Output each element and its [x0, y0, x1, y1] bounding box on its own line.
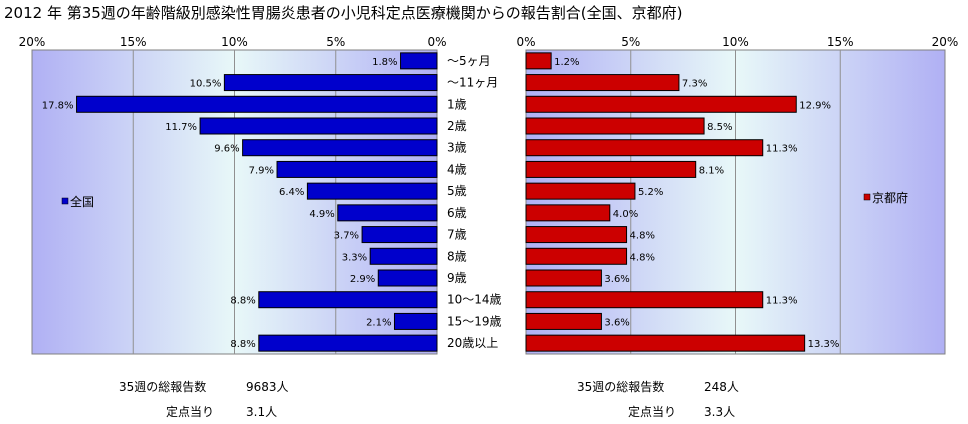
- right-bar: [525, 95, 797, 113]
- category-label: 2歳: [447, 119, 467, 133]
- left-bar-label: 8.8%: [230, 296, 255, 307]
- category-label: 6歳: [447, 206, 467, 220]
- right-bar-label: 8.5%: [707, 122, 732, 133]
- right-per-value: 3.3人: [704, 405, 736, 419]
- left-bar: [393, 312, 438, 330]
- right-bar-label: 11.3%: [766, 296, 798, 307]
- left-bar-label: 1.8%: [372, 57, 397, 68]
- left-bar: [361, 226, 438, 244]
- left-x-tick-label: 10%: [221, 35, 248, 49]
- left-bar-label: 3.7%: [334, 231, 359, 242]
- category-label: ～11ヶ月: [447, 76, 498, 90]
- right-bar-label: 3.6%: [604, 317, 629, 328]
- right-bar: [525, 226, 628, 244]
- right-bar: [525, 182, 636, 200]
- left-bar: [306, 182, 438, 200]
- right-bar-label: 13.3%: [808, 339, 840, 350]
- right-bar: [525, 291, 764, 309]
- right-bar-label: 4.8%: [630, 231, 655, 242]
- right-bar-label: 5.2%: [638, 187, 663, 198]
- category-label: 20歳以上: [447, 336, 498, 350]
- left-bar-label: 17.8%: [42, 100, 74, 111]
- left-x-tick-label: 5%: [326, 35, 345, 49]
- left-bar: [199, 117, 438, 135]
- left-bar-label: 2.1%: [366, 317, 391, 328]
- left-per-value: 3.1人: [246, 405, 278, 419]
- left-bar: [369, 247, 438, 265]
- right-bar-label: 4.8%: [630, 252, 655, 263]
- right-x-tick-label: 15%: [827, 35, 854, 49]
- left-bar: [377, 269, 438, 287]
- left-bar-label: 4.9%: [309, 209, 334, 220]
- right-bar-label: 1.2%: [554, 57, 579, 68]
- right-bar: [525, 74, 680, 92]
- right-bar-label: 11.3%: [766, 144, 798, 155]
- category-label: 10～14歳: [447, 293, 502, 307]
- left-bar-label: 9.6%: [214, 144, 239, 155]
- legend-label-right: 京都府: [872, 190, 908, 205]
- category-label: 5歳: [447, 184, 467, 198]
- left-bar: [258, 291, 438, 309]
- left-bar: [242, 139, 438, 157]
- right-bar: [525, 269, 602, 287]
- category-label: 7歳: [447, 228, 467, 242]
- category-label: ～5ヶ月: [447, 54, 491, 68]
- right-bar: [525, 117, 705, 135]
- right-total-value: 248人: [704, 380, 739, 394]
- left-x-tick-label: 0%: [427, 35, 446, 49]
- right-bar: [525, 52, 552, 70]
- right-bar: [525, 312, 602, 330]
- left-bar-label: 8.8%: [230, 339, 255, 350]
- legend-swatch-right: [863, 193, 871, 201]
- right-x-tick-label: 10%: [722, 35, 749, 49]
- category-label: 8歳: [447, 249, 467, 263]
- category-label: 1歳: [447, 97, 467, 111]
- right-total-label: 35週の総報告数: [577, 380, 665, 394]
- chart-title: 2012 年 第35週の年齢階級別感染性胃腸炎患者の小児科定点医療機関からの報告…: [4, 4, 683, 22]
- right-bar-label: 8.1%: [699, 165, 724, 176]
- left-bar-label: 7.9%: [249, 165, 274, 176]
- left-bar-label: 3.3%: [342, 252, 367, 263]
- left-per-label: 定点当り: [166, 405, 215, 419]
- left-total-label: 35週の総報告数: [119, 380, 207, 394]
- right-bar-label: 4.0%: [613, 209, 638, 220]
- category-label: 9歳: [447, 271, 467, 285]
- right-bar: [525, 160, 697, 178]
- right-x-tick-label: 20%: [932, 35, 959, 49]
- right-bar-label: 12.9%: [799, 100, 831, 111]
- right-x-tick-label: 0%: [516, 35, 535, 49]
- legend-swatch-left: [61, 197, 69, 205]
- left-bar-label: 11.7%: [165, 122, 197, 133]
- left-bar: [276, 160, 438, 178]
- right-per-label: 定点当り: [628, 405, 677, 419]
- left-total-value: 9683人: [246, 380, 289, 394]
- left-bar: [400, 52, 438, 70]
- left-bar-label: 2.9%: [350, 274, 375, 285]
- left-bar-label: 6.4%: [279, 187, 304, 198]
- legend-label-left: 全国: [70, 194, 94, 209]
- left-bar-label: 10.5%: [190, 79, 222, 90]
- left-x-tick-label: 15%: [120, 35, 147, 49]
- right-bar: [525, 247, 628, 265]
- right-bar: [525, 334, 806, 352]
- right-bar-label: 3.6%: [604, 274, 629, 285]
- category-label: 3歳: [447, 141, 467, 155]
- right-bar-label: 7.3%: [682, 79, 707, 90]
- right-bar: [525, 139, 764, 157]
- category-label: 15～19歳: [447, 314, 502, 328]
- left-bar: [76, 95, 438, 113]
- left-bar: [337, 204, 438, 222]
- right-x-tick-label: 5%: [621, 35, 640, 49]
- left-bar: [223, 74, 438, 92]
- left-x-tick-label: 20%: [19, 35, 46, 49]
- right-bar: [525, 204, 611, 222]
- left-bar: [258, 334, 438, 352]
- category-label: 4歳: [447, 162, 467, 176]
